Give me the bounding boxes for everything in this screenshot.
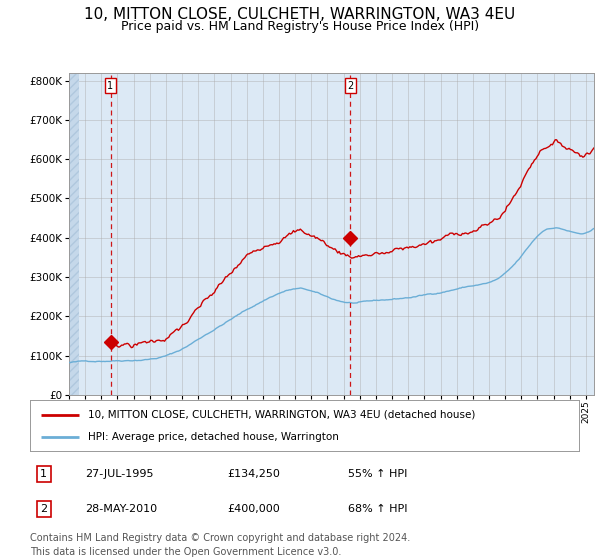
Text: £400,000: £400,000 xyxy=(227,504,280,514)
Text: 68% ↑ HPI: 68% ↑ HPI xyxy=(349,504,408,514)
Text: 10, MITTON CLOSE, CULCHETH, WARRINGTON, WA3 4EU: 10, MITTON CLOSE, CULCHETH, WARRINGTON, … xyxy=(85,7,515,22)
Text: £134,250: £134,250 xyxy=(227,469,281,479)
Text: HPI: Average price, detached house, Warrington: HPI: Average price, detached house, Warr… xyxy=(88,432,338,442)
Text: 2: 2 xyxy=(40,504,47,514)
Text: 55% ↑ HPI: 55% ↑ HPI xyxy=(349,469,408,479)
Text: Contains HM Land Registry data © Crown copyright and database right 2024.
This d: Contains HM Land Registry data © Crown c… xyxy=(30,533,410,557)
Text: 1: 1 xyxy=(40,469,47,479)
Text: 2: 2 xyxy=(347,81,353,91)
Bar xyxy=(69,73,79,395)
Text: 1: 1 xyxy=(107,81,113,91)
Text: 27-JUL-1995: 27-JUL-1995 xyxy=(85,469,154,479)
Text: 28-MAY-2010: 28-MAY-2010 xyxy=(85,504,157,514)
Text: Price paid vs. HM Land Registry's House Price Index (HPI): Price paid vs. HM Land Registry's House … xyxy=(121,20,479,32)
Text: 10, MITTON CLOSE, CULCHETH, WARRINGTON, WA3 4EU (detached house): 10, MITTON CLOSE, CULCHETH, WARRINGTON, … xyxy=(88,409,475,419)
